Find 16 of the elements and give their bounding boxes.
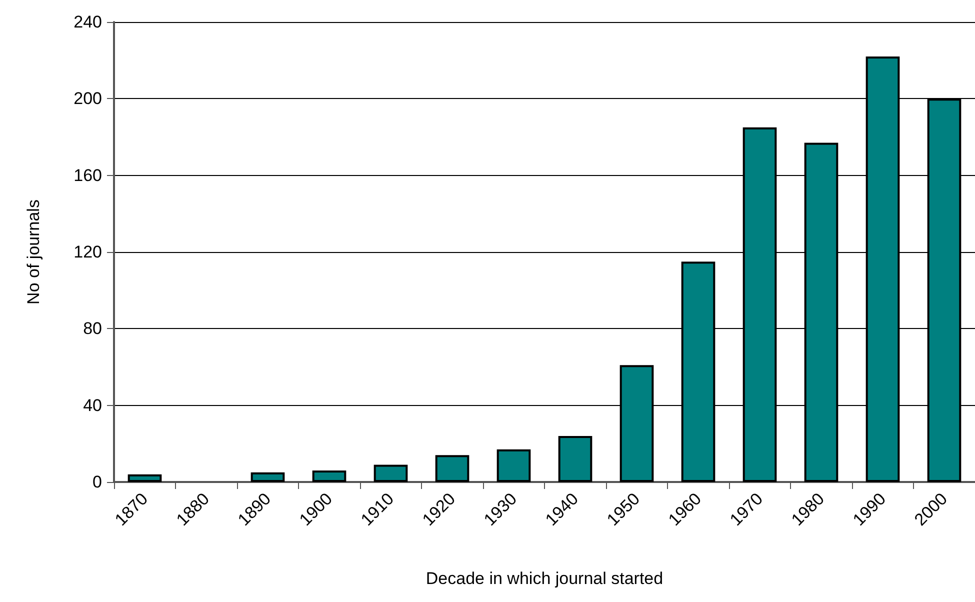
bar — [250, 472, 285, 482]
y-tick-label: 160 — [74, 166, 102, 185]
bar — [558, 436, 592, 482]
bar — [496, 449, 531, 482]
bar — [312, 470, 346, 482]
y-tick-label: 80 — [83, 319, 102, 338]
bar — [435, 455, 470, 482]
y-tick-label: 0 — [92, 472, 102, 492]
y-axis-title: No of journals — [24, 200, 43, 304]
y-tick-label: 200 — [74, 89, 102, 108]
x-axis-title: Decade in which journal started — [426, 569, 664, 588]
bar — [374, 464, 408, 482]
y-tick-label: 240 — [74, 12, 102, 32]
bar — [128, 474, 162, 482]
y-tick-label: 40 — [83, 396, 102, 415]
y-tick-label: 120 — [74, 242, 102, 262]
